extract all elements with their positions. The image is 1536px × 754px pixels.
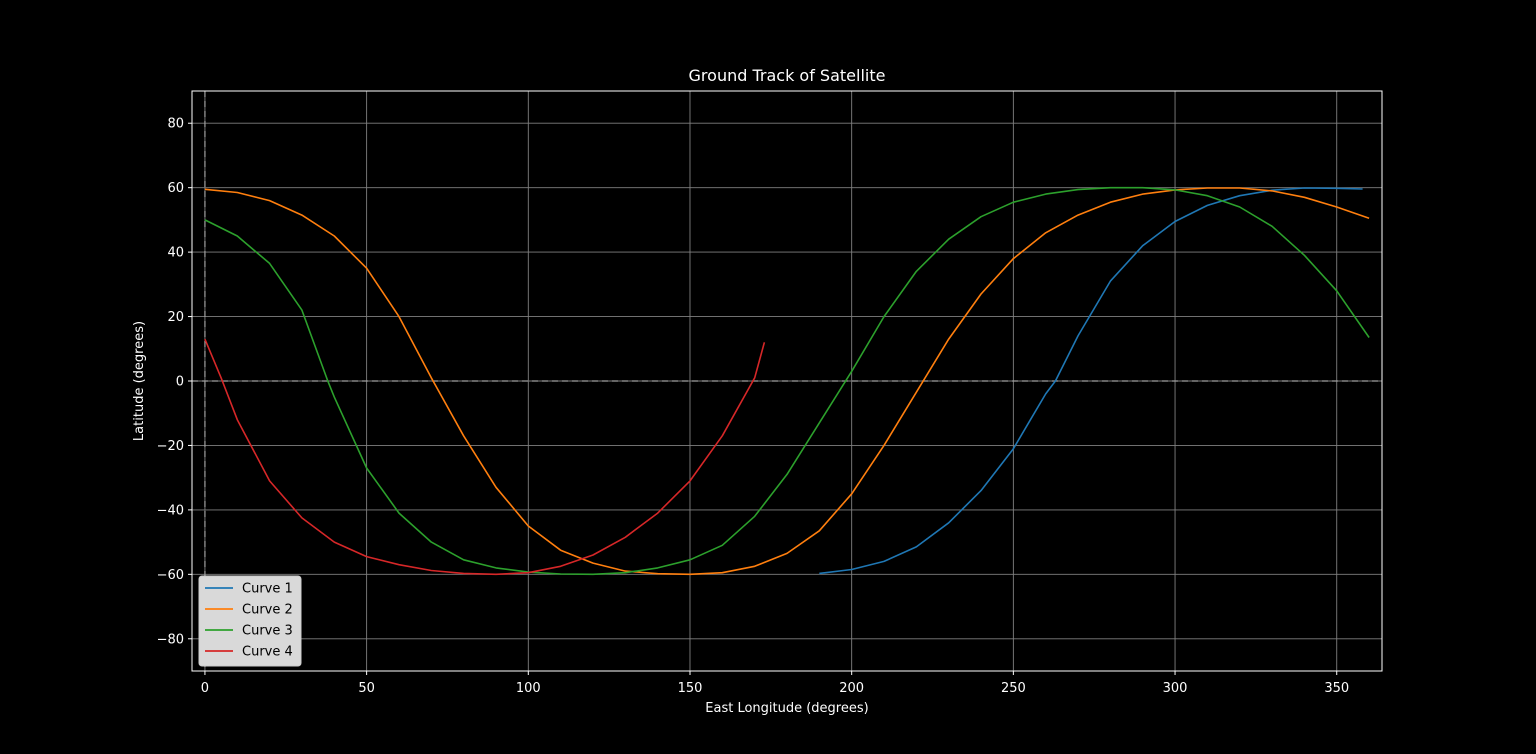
x-tick-label: 300	[1163, 681, 1188, 696]
legend-label-1: Curve 1	[242, 582, 293, 597]
y-axis-label: Latitude (degrees)	[132, 321, 147, 441]
plot-area: 0 50 100 150 200 250 300 350 −80 −60 −40 −20 0 20 40 60…	[157, 90, 1383, 696]
x-tick-label: 200	[839, 681, 864, 696]
x-tick-label: 150	[678, 681, 703, 696]
series-line-3	[204, 186, 1370, 576]
x-tick-label: 350	[1324, 681, 1349, 696]
x-tick-label: 0	[201, 681, 209, 696]
y-tick-label: 40	[167, 246, 184, 261]
legend-label-4: Curve 4	[242, 645, 293, 660]
x-axis-label: East Longitude (degrees)	[705, 701, 868, 716]
y-tick-label: 0	[176, 375, 184, 390]
y-tick-label: 80	[167, 117, 184, 132]
y-tick-label: −80	[157, 632, 184, 647]
y-tick-label: −40	[157, 503, 184, 518]
y-tick-label: 20	[167, 310, 184, 325]
x-tick-label: 250	[1001, 681, 1026, 696]
y-tick-label: 60	[167, 181, 184, 196]
chart-title: Ground Track of Satellite	[689, 66, 886, 85]
legend-box	[198, 575, 302, 667]
legend-label-3: Curve 3	[242, 624, 293, 639]
series-line-4	[204, 338, 766, 576]
y-tick-label: −20	[157, 439, 184, 454]
y-tick-label: −60	[157, 568, 184, 583]
x-tick-label: 50	[358, 681, 375, 696]
x-tick-label: 100	[516, 681, 541, 696]
legend-label-2: Curve 2	[242, 603, 293, 618]
